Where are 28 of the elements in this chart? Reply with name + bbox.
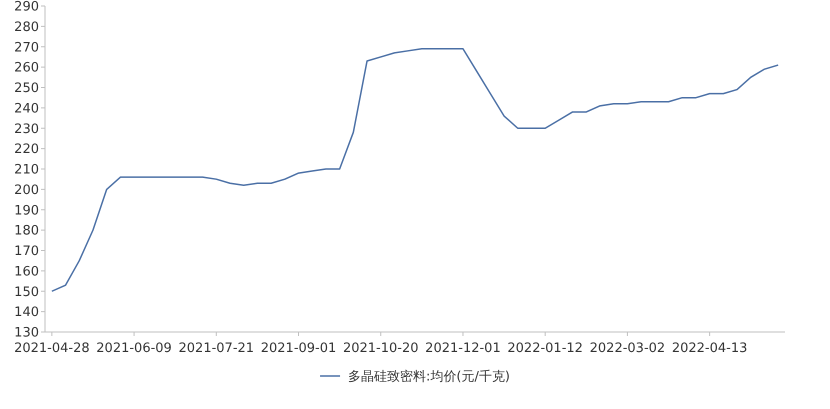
y-tick-label: 180 <box>14 224 39 239</box>
x-tick-label: 2021-09-01 <box>260 341 336 356</box>
y-tick-label: 240 <box>14 101 39 116</box>
x-tick-label: 2021-12-01 <box>425 341 501 356</box>
x-tick-label: 2022-04-13 <box>672 341 748 356</box>
x-tick-label: 2022-03-02 <box>590 341 666 356</box>
y-tick-label: 150 <box>14 284 39 300</box>
x-tick-label: 2021-04-28 <box>14 341 90 356</box>
y-tick-label: 260 <box>14 60 39 76</box>
y-tick-label: 280 <box>14 20 39 35</box>
x-tick-label: 2022-01-12 <box>507 341 583 356</box>
y-tick-label: 200 <box>14 182 39 198</box>
y-tick-label: 210 <box>14 162 39 178</box>
y-tick-label: 290 <box>14 0 39 14</box>
legend-label: 多晶硅致密料:均价(元/千克) <box>348 370 510 384</box>
y-tick-label: 230 <box>14 122 39 137</box>
y-tick-label: 220 <box>14 142 39 158</box>
x-tick-label: 2021-07-21 <box>178 341 254 356</box>
y-tick-label: 130 <box>14 326 39 340</box>
y-tick-label: 170 <box>14 244 39 259</box>
y-tick-label: 140 <box>14 305 39 320</box>
y-tick-label: 160 <box>14 264 39 280</box>
y-tick-label: 250 <box>14 81 39 96</box>
x-tick-label: 2021-06-09 <box>96 341 172 356</box>
y-tick-label: 190 <box>14 203 39 218</box>
x-tick-label: 2021-10-20 <box>342 341 419 356</box>
line-series <box>51 48 779 292</box>
y-tick-label: 270 <box>14 40 39 56</box>
